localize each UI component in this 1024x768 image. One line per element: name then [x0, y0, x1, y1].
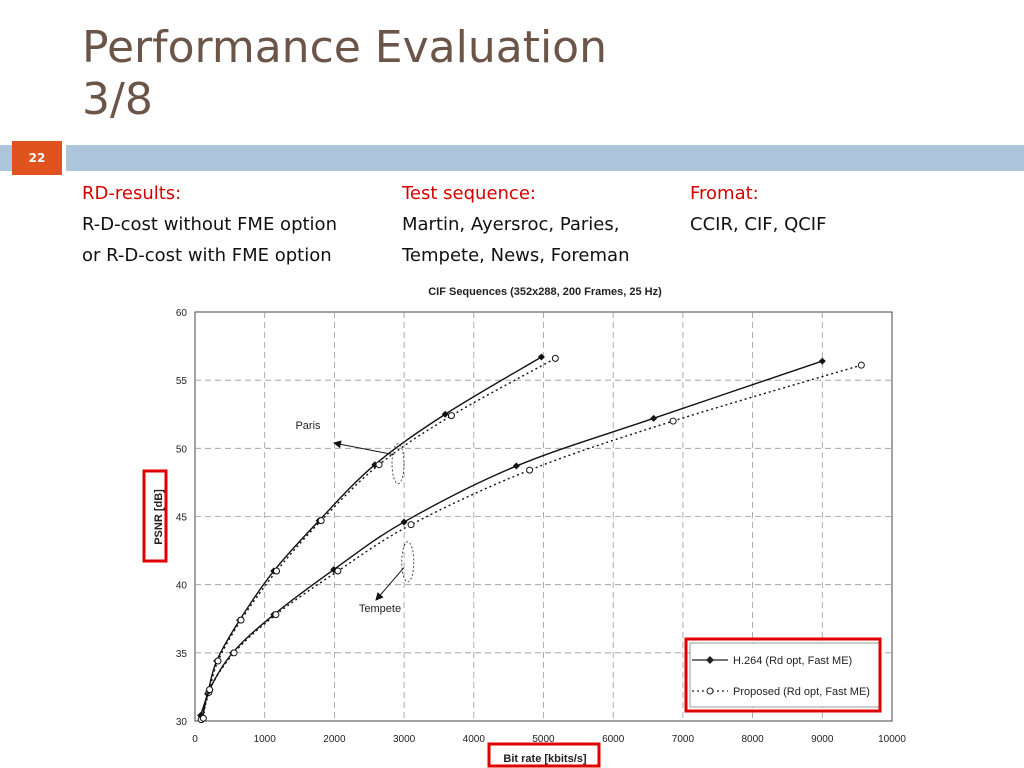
annotation-label-tempete: Tempete [359, 603, 401, 615]
y-tick-label: 60 [176, 308, 188, 319]
data-point-circle [669, 417, 677, 425]
column-heading: RD-results: [82, 183, 182, 204]
column-text-line: Tempete, News, Foreman [402, 245, 630, 266]
data-point-diamond [441, 410, 449, 418]
y-tick-label: 50 [176, 444, 188, 455]
data-point-circle [334, 567, 342, 575]
annotation-label-paris: Paris [295, 420, 321, 432]
legend-diamond-marker [706, 656, 714, 664]
accent-bar [66, 145, 1024, 171]
column-format: Fromat: CCIR, CIF, QCIF [690, 178, 826, 240]
series-line-paris-dotted [200, 357, 556, 720]
page-number-badge: 22 [12, 141, 62, 175]
x-tick-label: 6000 [602, 734, 625, 745]
column-rd-results: RD-results: R-D-cost without FME option … [82, 178, 337, 271]
column-text-line: R-D-cost without FME option [82, 214, 337, 235]
data-point-circle [237, 616, 245, 624]
legend: H.264 (Rd opt, Fast ME) Proposed (Rd opt… [684, 637, 882, 713]
data-point-circle [317, 517, 325, 525]
data-point-circle [206, 686, 214, 694]
x-tick-label: 2000 [323, 734, 346, 745]
accent-bar-left [0, 145, 12, 171]
legend-entry-proposed: Proposed (Rd opt, Fast ME) [733, 686, 870, 698]
column-test-sequence: Test sequence: Martin, Ayersroc, Paries,… [402, 178, 629, 271]
data-point-circle [273, 567, 281, 575]
grid-lines [195, 312, 892, 721]
legend-circle-marker [706, 687, 714, 695]
data-point-diamond [818, 357, 826, 365]
column-heading: Test sequence: [402, 183, 536, 204]
x-axis-label-highlight [487, 742, 601, 768]
column-text-line: Martin, Ayersroc, Paries, [402, 214, 620, 235]
annotation-ellipse [391, 443, 405, 485]
y-tick-label: 55 [176, 376, 188, 387]
tick-labels: 0 1000 2000 3000 4000 5000 6000 7000 8000 9000 100… [176, 308, 906, 745]
data-point-diamond [400, 518, 408, 526]
legend-highlight [684, 637, 882, 713]
annotation-arrow [333, 440, 395, 456]
chart-title: CIF Sequences (352x288, 200 Frames, 25 H… [428, 286, 662, 298]
x-axis-label: Bit rate [kbits/s] [503, 753, 586, 765]
x-tick-label: 9000 [811, 734, 834, 745]
data-point-circle [526, 466, 534, 474]
y-axis-label-highlight [142, 469, 168, 563]
x-tick-label: 10000 [878, 734, 906, 745]
x-tick-label: 3000 [393, 734, 416, 745]
data-point-diamond [512, 462, 520, 470]
data-point-circle [551, 354, 559, 362]
data-point-circle [407, 521, 415, 529]
data-point-circle [214, 657, 222, 665]
column-text-line: CCIR, CIF, QCIF [690, 214, 827, 235]
data-point-circle [857, 361, 865, 369]
series-group [197, 353, 865, 724]
x-tick-label: 7000 [672, 734, 695, 745]
x-tick-label: 4000 [463, 734, 486, 745]
x-tick-label: 8000 [741, 734, 764, 745]
y-tick-label: 45 [176, 513, 188, 524]
x-tick-label: 1000 [254, 734, 277, 745]
x-tick-label: 5000 [532, 734, 555, 745]
slide-title: Performance Evaluation 3/8 [82, 22, 607, 126]
y-tick-label: 30 [176, 717, 188, 728]
annotations: Paris Tempete [295, 420, 415, 615]
legend-entry-h264: H.264 (Rd opt, Fast ME) [733, 655, 852, 667]
data-point-circle [230, 649, 238, 657]
data-point-diamond [650, 414, 658, 422]
y-axis-label: PSNR [dB] [153, 489, 165, 545]
x-tick-label: 0 [192, 734, 198, 745]
y-tick-label: 40 [176, 581, 188, 592]
y-tick-label: 35 [176, 649, 188, 660]
annotation-ellipse [401, 541, 415, 583]
column-heading: Fromat: [690, 183, 759, 204]
data-point-circle [447, 412, 455, 420]
data-point-diamond [537, 353, 545, 361]
annotation-arrow [375, 567, 405, 601]
slide-title-line2: 3/8 [82, 74, 153, 125]
series-line-paris-solid [199, 356, 542, 716]
slide-title-line1: Performance Evaluation [82, 22, 607, 73]
data-point-circle [375, 461, 383, 469]
data-point-circle [199, 714, 207, 722]
column-text-line: or R-D-cost with FME option [82, 245, 332, 266]
data-point-circle [272, 611, 280, 619]
